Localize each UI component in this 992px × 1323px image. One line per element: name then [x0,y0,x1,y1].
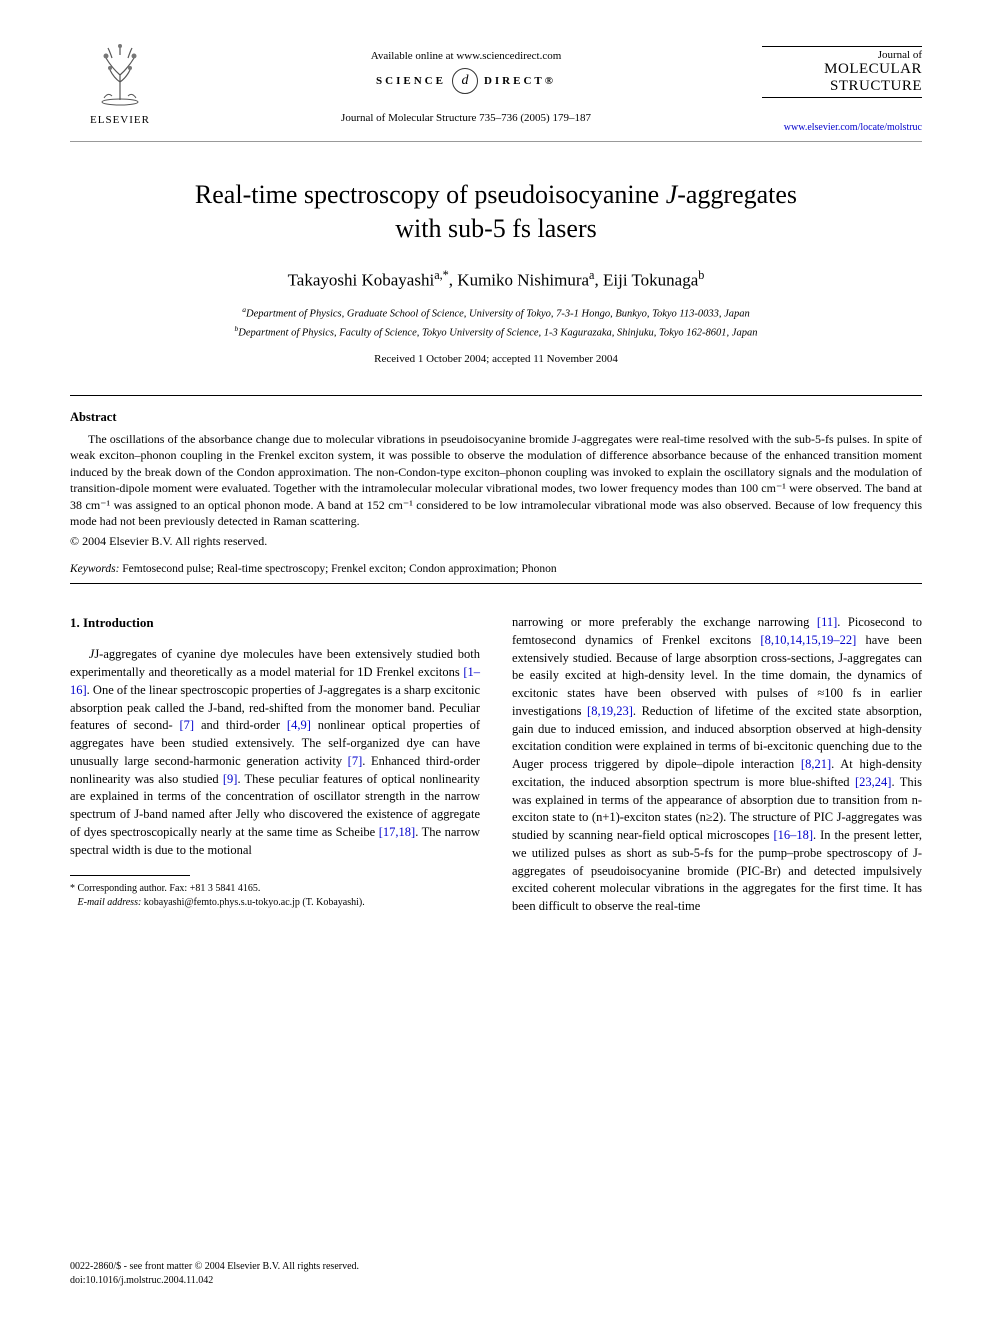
ref-8-21[interactable]: [8,21] [801,757,831,771]
abstract-bottom-rule [70,583,922,584]
keywords-text: Femtosecond pulse; Real-time spectroscop… [119,563,556,575]
author-3: Eiji Tokunaga [603,270,698,289]
c1-p3: and third-order [194,718,287,732]
authors-line: Takayoshi Kobayashia,*, Kumiko Nishimura… [70,268,922,291]
intro-paragraph-left: JJ-aggregates of cyanine dye molecules h… [70,646,480,859]
footer-doi: doi:10.1016/j.molstruc.2004.11.042 [70,1274,922,1288]
sd-at-icon: d [452,68,478,94]
author-2-sup: a [589,268,594,282]
journal-of-text: Journal of [762,46,922,61]
ref-11[interactable]: [11] [817,615,837,629]
footnote-separator [70,875,190,876]
abstract-heading: Abstract [70,410,922,425]
abstract-top-rule [70,395,922,396]
ref-8-19-23[interactable]: [8,19,23] [587,704,633,718]
journal-homepage-link[interactable]: www.elsevier.com/locate/molstruc [762,122,922,133]
science-direct-logo: SCIENCE d DIRECT® [170,68,762,94]
author-1: Takayoshi Kobayashi [288,270,435,289]
body-columns: 1. Introduction JJ-aggregates of cyanine… [70,614,922,916]
intro-paragraph-right: narrowing or more preferably the exchang… [512,614,922,916]
history-dates: Received 1 October 2004; accepted 11 Nov… [70,353,922,365]
abstract-copyright: © 2004 Elsevier B.V. All rights reserved… [70,534,922,549]
corresponding-author-footnote: * Corresponding author. Fax: +81 3 5841 … [70,882,480,909]
ref-23-24[interactable]: [23,24] [855,775,891,789]
keywords-line: Keywords: Femtosecond pulse; Real-time s… [70,563,922,575]
sd-right-text: DIRECT® [484,75,556,87]
title-ital-j: J [666,180,678,209]
email-line: E-mail address: kobayashi@femto.phys.s.u… [70,896,480,910]
journal-name-line2: STRUCTURE [830,78,922,94]
ref-9[interactable]: [9] [223,772,238,786]
c1-p1: J-aggregates of cyanine dye molecules ha… [70,647,480,679]
affil-a-text: Department of Physics, Graduate School o… [246,309,750,320]
citation-text: Journal of Molecular Structure 735–736 (… [170,112,762,124]
article-title: Real-time spectroscopy of pseudoisocyani… [70,178,922,246]
elsevier-tree-icon [84,40,156,112]
page-header: ELSEVIER Available online at www.science… [70,40,922,133]
ref-17-18[interactable]: [17,18] [379,825,415,839]
journal-block: Journal of MOLECULAR STRUCTURE www.elsev… [762,40,922,133]
email-value: kobayashi@femto.phys.s.u-tokyo.ac.jp (T.… [141,897,364,908]
author-3-sup: b [698,268,704,282]
journal-name: MOLECULAR STRUCTURE [762,61,922,98]
sd-left-text: SCIENCE [376,75,446,87]
c2-p1: narrowing or more preferably the exchang… [512,615,817,629]
title-part2: -aggregates [677,180,797,209]
center-header: Available online at www.sciencedirect.co… [170,40,762,124]
ref-8-22[interactable]: [8,10,14,15,19–22] [760,633,856,647]
title-part3: with sub-5 fs lasers [395,214,596,243]
publisher-block: ELSEVIER [70,40,170,126]
abstract-body: The oscillations of the absorbance chang… [70,431,922,530]
publisher-name: ELSEVIER [90,114,150,126]
email-label: E-mail address: [78,897,142,908]
section-1-heading: 1. Introduction [70,614,480,632]
ref-4-9[interactable]: [4,9] [287,718,311,732]
affiliations: aDepartment of Physics, Graduate School … [70,304,922,341]
ref-7a[interactable]: [7] [179,718,194,732]
header-divider [70,141,922,142]
column-left: 1. Introduction JJ-aggregates of cyanine… [70,614,480,916]
available-online-text: Available online at www.sciencedirect.co… [170,50,762,62]
ref-7b[interactable]: [7] [348,754,363,768]
corr-author-line: * Corresponding author. Fax: +81 3 5841 … [70,882,480,896]
page-footer: 0022-2860/$ - see front matter © 2004 El… [70,1260,922,1287]
footer-front-matter: 0022-2860/$ - see front matter © 2004 El… [70,1260,922,1274]
author-2: Kumiko Nishimura [457,270,589,289]
column-right: narrowing or more preferably the exchang… [512,614,922,916]
affil-b-text: Department of Physics, Faculty of Scienc… [238,327,757,338]
title-part1: Real-time spectroscopy of pseudoisocyani… [195,180,666,209]
keywords-label: Keywords: [70,563,119,575]
journal-name-line1: MOLECULAR [824,61,922,77]
author-1-sup: a,* [434,268,449,282]
ref-16-18[interactable]: [16–18] [773,828,813,842]
